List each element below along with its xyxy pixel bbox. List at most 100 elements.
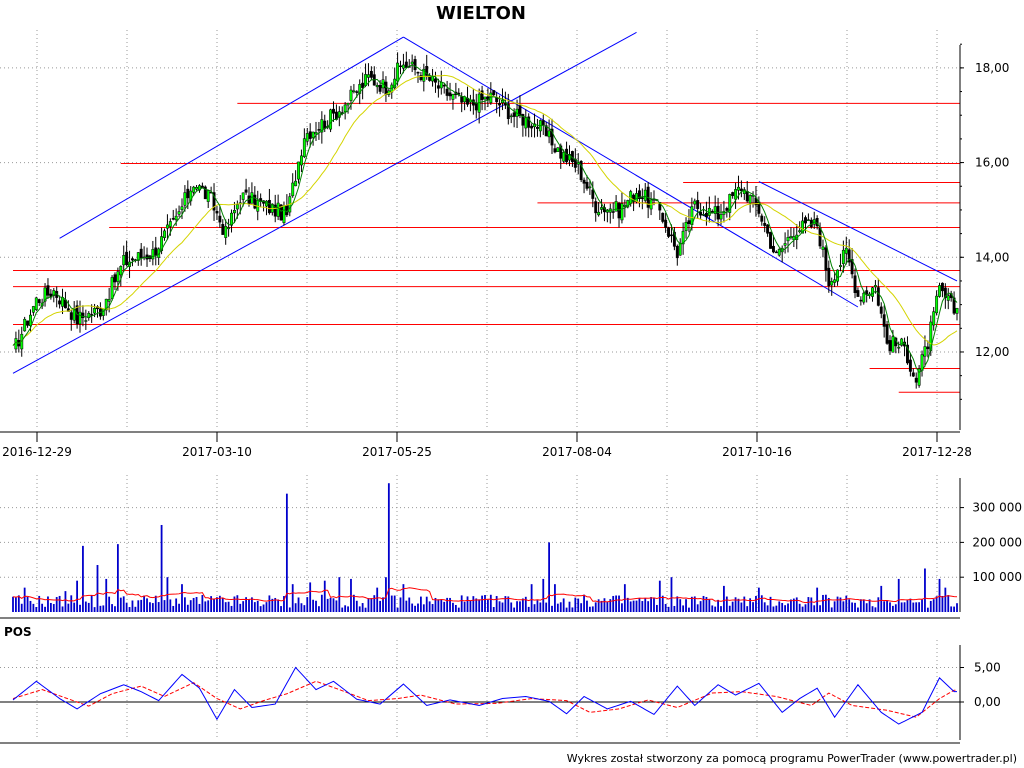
- volume-bar: [612, 595, 615, 612]
- candle-body: [34, 297, 38, 310]
- volume-bar: [466, 596, 469, 612]
- volume-bar: [277, 599, 280, 612]
- candle-body: [719, 214, 723, 220]
- candle-body: [171, 218, 175, 220]
- volume-bar: [131, 600, 134, 612]
- candle-body: [702, 214, 705, 216]
- volume-bar: [268, 595, 271, 612]
- candle-body: [667, 227, 671, 237]
- candle-body: [591, 189, 595, 199]
- volume-bar: [446, 597, 449, 612]
- volume-bar: [498, 601, 501, 612]
- volume-bar: [253, 602, 256, 612]
- candle-body: [731, 192, 735, 197]
- candle-body: [492, 90, 496, 96]
- pos-signal-line: [12, 680, 957, 718]
- candle-body: [626, 200, 630, 208]
- volume-y-tick-label: 100 000: [972, 570, 1022, 584]
- candle-body: [183, 192, 187, 206]
- candle-body: [294, 180, 298, 187]
- volume-bar: [772, 606, 775, 612]
- candle-body: [393, 78, 397, 89]
- candle-body: [512, 112, 516, 117]
- volume-bar: [510, 602, 513, 612]
- candle-body: [786, 237, 790, 242]
- volume-bar: [309, 582, 312, 612]
- candle-body: [745, 190, 749, 202]
- volume-bar: [236, 595, 239, 612]
- volume-bar: [140, 599, 143, 612]
- candle-body: [940, 282, 944, 292]
- candle-body: [827, 267, 831, 287]
- volume-bar: [245, 597, 247, 612]
- candle-body: [873, 285, 877, 288]
- candle-body: [241, 192, 245, 200]
- candle-body: [218, 215, 222, 223]
- candle-body: [46, 285, 50, 296]
- volume-bar: [457, 607, 460, 612]
- candle-body: [696, 200, 700, 209]
- volume-bar: [632, 600, 635, 612]
- volume-bar: [64, 591, 67, 612]
- volume-bar: [728, 605, 731, 612]
- volume-bar: [151, 603, 154, 612]
- candle-body: [139, 248, 143, 259]
- volume-bar: [559, 602, 562, 612]
- volume-bar: [454, 604, 457, 612]
- candle-body: [221, 224, 225, 235]
- candle-body: [853, 275, 857, 293]
- volume-bar: [440, 599, 443, 612]
- volume-bar: [111, 604, 113, 612]
- volume-bar: [752, 602, 754, 612]
- volume-bar: [906, 600, 909, 612]
- candle-body: [212, 192, 216, 211]
- candle-body: [235, 204, 239, 210]
- volume-bar: [373, 595, 376, 612]
- candle-body: [600, 207, 603, 210]
- osc-layer: [0, 666, 960, 744]
- volume-bar: [402, 584, 405, 612]
- volume-bar: [52, 604, 55, 612]
- candle-body: [804, 217, 807, 224]
- volume-bar: [635, 600, 638, 612]
- volume-bar: [134, 606, 137, 612]
- volume-bar: [845, 595, 848, 612]
- volume-bar: [688, 607, 690, 612]
- volume-bar: [315, 600, 317, 612]
- candle-body: [308, 131, 312, 139]
- volume-bar: [297, 597, 300, 612]
- volume-bar: [953, 606, 955, 612]
- volume-bar: [160, 524, 163, 612]
- volume-bar: [195, 597, 198, 612]
- candle-body: [154, 247, 158, 256]
- volume-bar: [830, 607, 833, 612]
- volume-bar: [647, 601, 650, 612]
- volume-bar: [291, 584, 294, 612]
- volume-bar: [32, 603, 35, 612]
- candle-body: [783, 243, 787, 246]
- candle-body: [422, 68, 426, 82]
- volume-bar: [242, 601, 245, 612]
- volume-bar: [169, 599, 172, 612]
- volume-bar: [489, 594, 492, 612]
- volume-bar: [163, 600, 166, 612]
- candle-body: [841, 249, 845, 264]
- candle-body: [865, 290, 869, 295]
- volume-bar: [623, 584, 626, 612]
- volume-bar: [565, 607, 568, 612]
- volume-bar: [475, 598, 478, 612]
- price-y-tick-label: 16,00: [975, 156, 1009, 170]
- volume-bar: [778, 601, 781, 612]
- candle-body: [579, 160, 583, 181]
- price-y-tick-label: 18,00: [975, 61, 1009, 75]
- volume-bar: [341, 607, 344, 612]
- volume-bar: [938, 578, 941, 612]
- candle-body: [355, 91, 359, 93]
- volume-bar: [708, 599, 711, 612]
- candle-body: [352, 90, 356, 93]
- candle-body: [480, 90, 484, 101]
- volume-bar: [865, 603, 868, 612]
- candle-body: [180, 206, 184, 210]
- candle-body: [192, 186, 196, 193]
